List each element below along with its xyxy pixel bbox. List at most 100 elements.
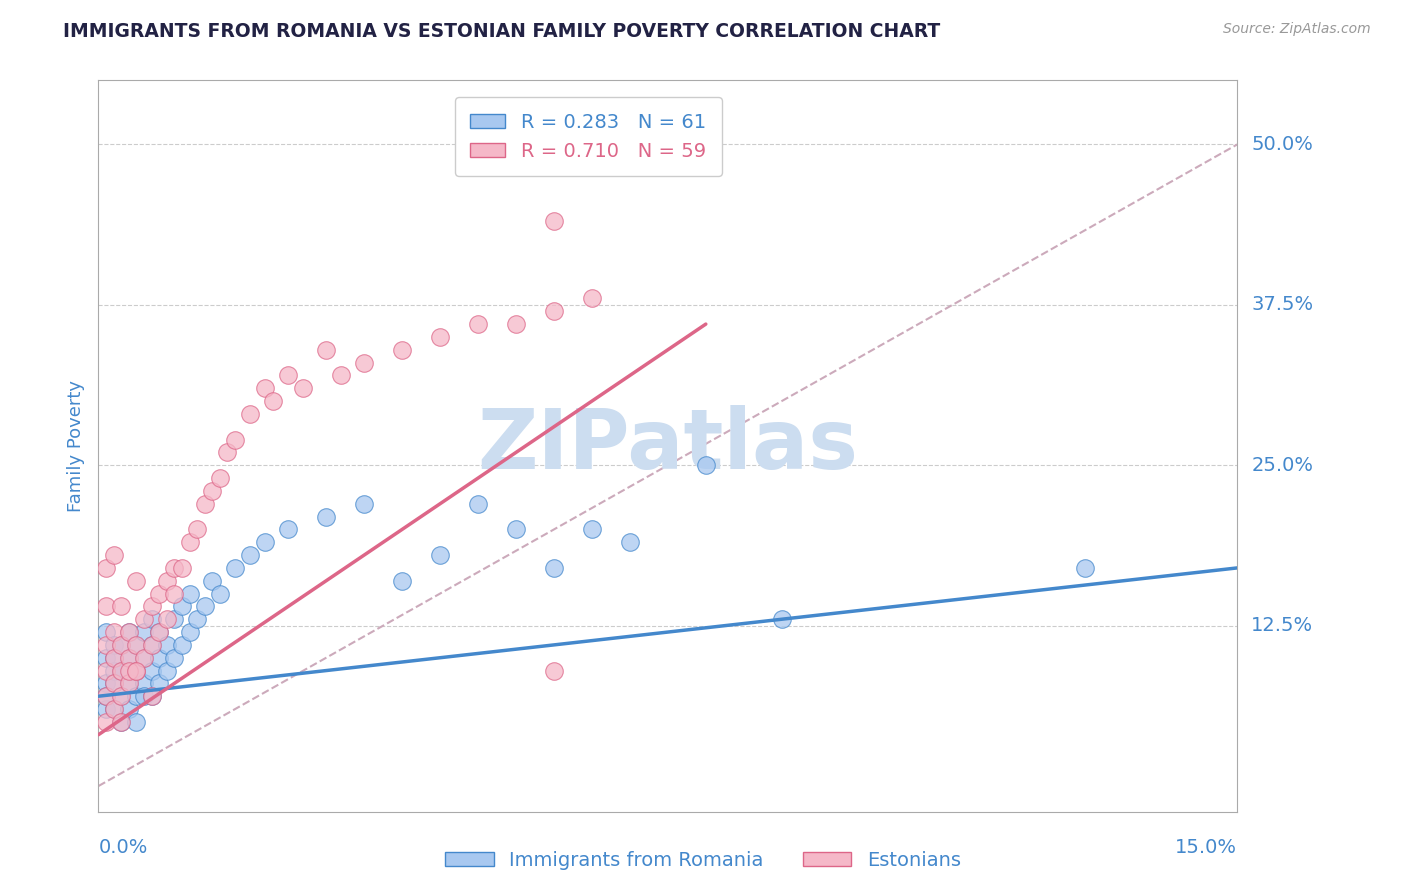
Point bbox=[103, 676, 125, 690]
Text: ZIPatlas: ZIPatlas bbox=[478, 406, 858, 486]
Point bbox=[505, 523, 527, 537]
Point bbox=[429, 330, 451, 344]
Point bbox=[581, 292, 603, 306]
Point bbox=[194, 497, 217, 511]
Point bbox=[103, 638, 125, 652]
Point bbox=[141, 690, 163, 704]
Point bbox=[125, 664, 148, 678]
Text: 37.5%: 37.5% bbox=[1251, 295, 1313, 314]
Point bbox=[110, 714, 132, 729]
Point bbox=[543, 304, 565, 318]
Text: IMMIGRANTS FROM ROMANIA VS ESTONIAN FAMILY POVERTY CORRELATION CHART: IMMIGRANTS FROM ROMANIA VS ESTONIAN FAMI… bbox=[63, 22, 941, 41]
Point bbox=[330, 368, 353, 383]
Point bbox=[391, 574, 413, 588]
Point bbox=[132, 650, 155, 665]
Point bbox=[254, 381, 277, 395]
Point bbox=[132, 650, 155, 665]
Point bbox=[391, 343, 413, 357]
Point bbox=[110, 714, 132, 729]
Y-axis label: Family Poverty: Family Poverty bbox=[66, 380, 84, 512]
Point bbox=[103, 664, 125, 678]
Point bbox=[118, 664, 141, 678]
Point bbox=[132, 676, 155, 690]
Point bbox=[94, 664, 117, 678]
Point bbox=[148, 625, 170, 640]
Point bbox=[262, 394, 284, 409]
Point bbox=[186, 612, 208, 626]
Point bbox=[156, 574, 179, 588]
Point bbox=[118, 625, 141, 640]
Point bbox=[163, 561, 186, 575]
Point bbox=[315, 343, 337, 357]
Point bbox=[543, 561, 565, 575]
Point bbox=[125, 714, 148, 729]
Point bbox=[118, 650, 141, 665]
Point bbox=[94, 638, 117, 652]
Point bbox=[94, 599, 117, 614]
Point bbox=[125, 664, 148, 678]
Point bbox=[148, 586, 170, 600]
Point bbox=[1074, 561, 1097, 575]
Text: 25.0%: 25.0% bbox=[1251, 456, 1313, 475]
Point bbox=[118, 625, 141, 640]
Point bbox=[179, 586, 201, 600]
Point bbox=[118, 676, 141, 690]
Point bbox=[94, 714, 117, 729]
Point bbox=[141, 612, 163, 626]
Text: Source: ZipAtlas.com: Source: ZipAtlas.com bbox=[1223, 22, 1371, 37]
Point bbox=[103, 548, 125, 562]
Point bbox=[94, 650, 117, 665]
Point bbox=[156, 638, 179, 652]
Point bbox=[125, 690, 148, 704]
Point bbox=[163, 586, 186, 600]
Point bbox=[125, 664, 148, 678]
Point bbox=[94, 690, 117, 704]
Text: 15.0%: 15.0% bbox=[1175, 838, 1237, 857]
Point bbox=[170, 561, 193, 575]
Point bbox=[103, 702, 125, 716]
Point bbox=[254, 535, 277, 549]
Point bbox=[170, 638, 193, 652]
Point bbox=[118, 650, 141, 665]
Point bbox=[94, 625, 117, 640]
Point bbox=[353, 497, 375, 511]
Point bbox=[505, 317, 527, 331]
Point bbox=[292, 381, 315, 395]
Point bbox=[148, 625, 170, 640]
Point bbox=[277, 523, 299, 537]
Point bbox=[118, 676, 141, 690]
Text: 50.0%: 50.0% bbox=[1251, 135, 1313, 154]
Point bbox=[110, 690, 132, 704]
Point bbox=[170, 599, 193, 614]
Point bbox=[110, 664, 132, 678]
Point bbox=[224, 433, 246, 447]
Point bbox=[118, 702, 141, 716]
Point bbox=[94, 690, 117, 704]
Point bbox=[141, 638, 163, 652]
Point bbox=[581, 523, 603, 537]
Point bbox=[619, 535, 641, 549]
Point bbox=[186, 523, 208, 537]
Point bbox=[163, 612, 186, 626]
Point bbox=[201, 574, 224, 588]
Point bbox=[141, 690, 163, 704]
Point bbox=[467, 317, 489, 331]
Point bbox=[110, 599, 132, 614]
Point bbox=[179, 625, 201, 640]
Point bbox=[103, 702, 125, 716]
Point bbox=[125, 574, 148, 588]
Point bbox=[208, 471, 231, 485]
Point bbox=[148, 676, 170, 690]
Point bbox=[125, 638, 148, 652]
Point bbox=[208, 586, 231, 600]
Point bbox=[163, 650, 186, 665]
Point bbox=[141, 664, 163, 678]
Point bbox=[467, 497, 489, 511]
Point bbox=[224, 561, 246, 575]
Point bbox=[103, 650, 125, 665]
Point bbox=[239, 407, 262, 421]
Point bbox=[148, 650, 170, 665]
Point bbox=[94, 561, 117, 575]
Point bbox=[179, 535, 201, 549]
Point bbox=[125, 638, 148, 652]
